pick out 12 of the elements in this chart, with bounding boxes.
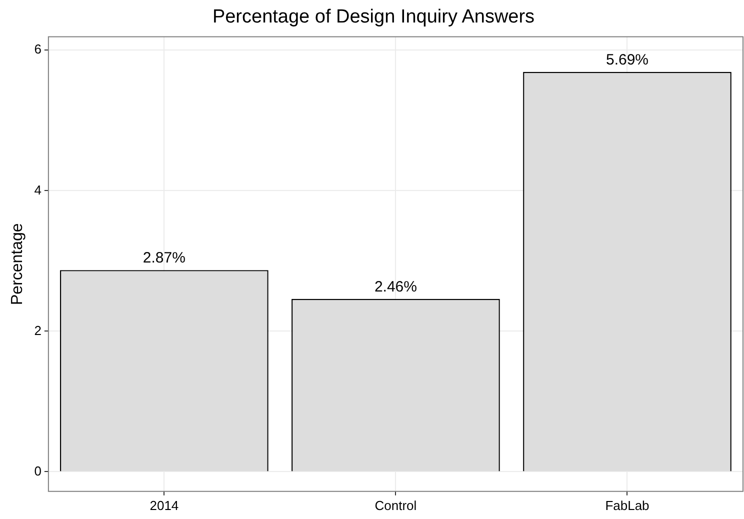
data-label: 2.87% <box>142 250 186 267</box>
y-axis-title: Percentage <box>9 223 26 306</box>
y-tick-label: 6 <box>34 42 42 57</box>
x-tick-label: 2014 <box>150 498 179 513</box>
y-tick-label: 0 <box>34 463 42 478</box>
data-label: 5.69% <box>606 52 649 69</box>
data-label: 2.46% <box>374 278 417 296</box>
chart-title: Percentage of Design Inquiry Answers <box>212 6 535 28</box>
x-tick-label: Control <box>374 498 417 513</box>
y-tick-label: 2 <box>34 322 42 338</box>
y-tick-label: 4 <box>34 182 42 198</box>
x-tick-label: FabLab <box>605 498 650 513</box>
